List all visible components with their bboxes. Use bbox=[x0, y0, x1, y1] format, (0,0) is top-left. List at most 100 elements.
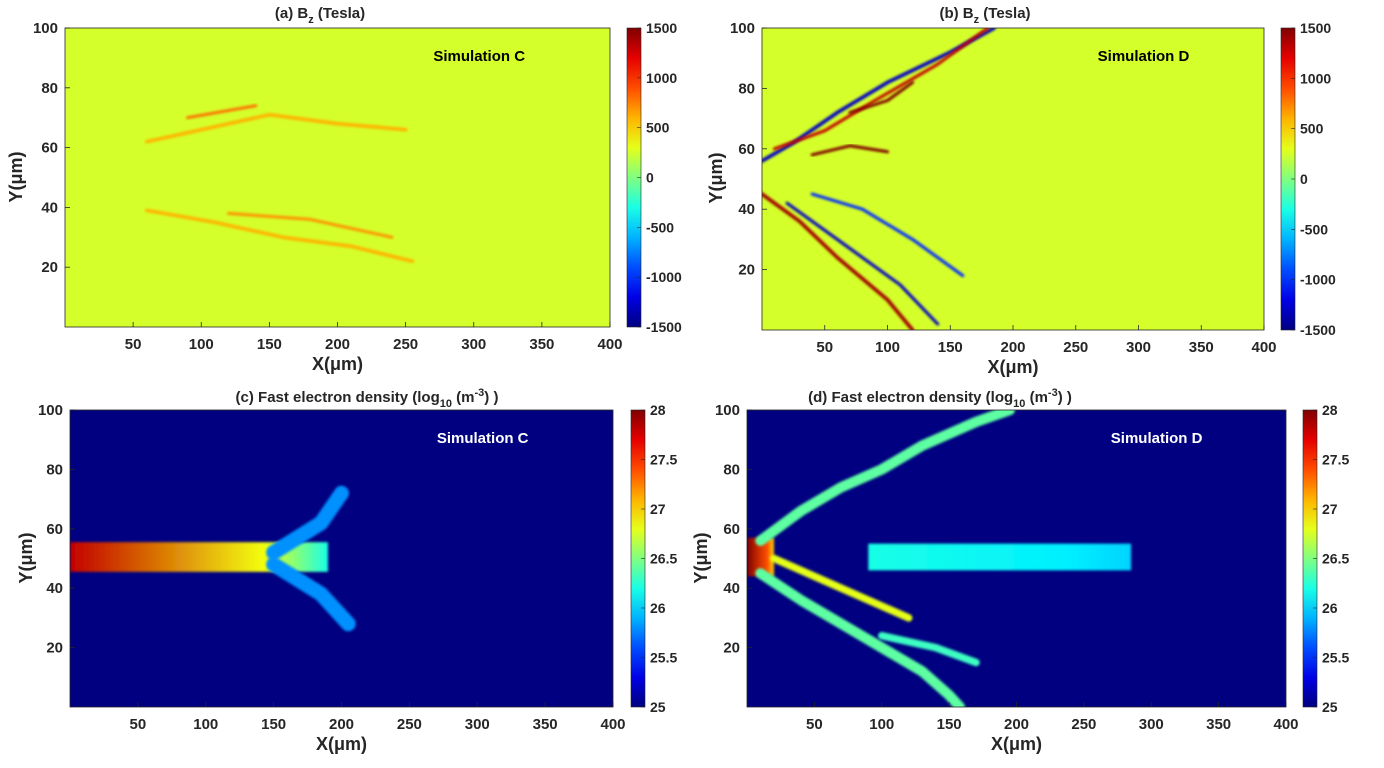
panel-title: (c) Fast electron density (log10 (m-3) ) bbox=[236, 387, 499, 410]
field-filament bbox=[772, 28, 990, 151]
x-tick-label: 250 bbox=[1063, 339, 1088, 356]
x-tick-label: 100 bbox=[875, 339, 900, 356]
colorbar-tick-label: -1500 bbox=[646, 319, 682, 335]
y-tick-label: 40 bbox=[41, 199, 58, 216]
panel-d: 50 100 150 200 250 300 350 400 20 40 60 80 100 X(μm) Y… bbox=[691, 387, 1349, 754]
y-tick-label: 40 bbox=[738, 201, 755, 218]
density-plume bbox=[266, 556, 356, 632]
colorbar-tick-label: 26 bbox=[650, 600, 666, 616]
colorbar-tick-label: 1500 bbox=[1300, 20, 1331, 36]
x-tick-label: 150 bbox=[261, 716, 286, 733]
colorbar-tick-label: -500 bbox=[1300, 221, 1328, 237]
x-tick-label: 350 bbox=[533, 716, 558, 733]
field-filament bbox=[848, 80, 915, 115]
colorbar-tick-label: -1500 bbox=[1300, 322, 1336, 338]
colorbar-tick-label: 1000 bbox=[646, 70, 677, 86]
x-tick-label: 50 bbox=[816, 339, 833, 356]
y-tick-label: 80 bbox=[46, 461, 63, 478]
x-tick-label: 150 bbox=[938, 339, 963, 356]
simulation-annotation: Simulation C bbox=[433, 48, 525, 65]
field-filament bbox=[810, 144, 890, 157]
y-tick-label: 40 bbox=[46, 580, 63, 597]
heatmap-field bbox=[747, 410, 1132, 707]
colorbar-tick-label: -1000 bbox=[1300, 272, 1336, 288]
x-axis-label: X(μm) bbox=[987, 357, 1038, 377]
x-axis-label: X(μm) bbox=[316, 734, 367, 754]
colorbar-tick-label: 27 bbox=[650, 501, 666, 517]
y-tick-label: 20 bbox=[738, 262, 755, 279]
x-tick-label: 300 bbox=[1139, 716, 1164, 733]
x-tick-label: 300 bbox=[465, 716, 490, 733]
field-filament bbox=[145, 208, 415, 263]
y-tick-label: 100 bbox=[715, 402, 740, 419]
y-axis-label: Y(μm) bbox=[6, 151, 26, 202]
colorbar-tick-label: 500 bbox=[646, 120, 670, 136]
x-tick-label: 50 bbox=[125, 336, 142, 353]
y-tick-label: 60 bbox=[738, 141, 755, 158]
panel-title: (b) Bz (Tesla) bbox=[939, 5, 1030, 26]
colorbar-tick-label: 25.5 bbox=[650, 650, 677, 666]
y-axis-label: Y(μm) bbox=[706, 152, 726, 203]
heatmap-background bbox=[65, 28, 610, 327]
y-tick-label: 100 bbox=[38, 402, 63, 419]
y-tick-label: 40 bbox=[723, 580, 740, 597]
heatmap-field bbox=[762, 28, 1264, 330]
colorbar-tick-label: 500 bbox=[1300, 121, 1324, 137]
y-axis-label: Y(μm) bbox=[691, 532, 711, 583]
field-filament bbox=[785, 201, 940, 326]
y-tick-label: 60 bbox=[46, 521, 63, 538]
simulation-annotation: Simulation D bbox=[1111, 430, 1203, 447]
x-tick-label: 150 bbox=[257, 336, 282, 353]
colorbar-tick-label: 27 bbox=[1322, 501, 1338, 517]
y-tick-label: 60 bbox=[41, 140, 58, 157]
y-tick-label: 20 bbox=[723, 640, 740, 657]
x-tick-label: 250 bbox=[397, 716, 422, 733]
field-filament bbox=[227, 211, 394, 239]
colorbar-tick-label: 25.5 bbox=[1322, 650, 1349, 666]
density-plume bbox=[770, 554, 913, 622]
field-filament bbox=[186, 104, 258, 120]
x-tick-label: 200 bbox=[1000, 339, 1025, 356]
field-filament bbox=[762, 192, 915, 330]
colorbar-tick-label: 26.5 bbox=[650, 551, 677, 567]
colorbar-tick-label: 26.5 bbox=[1322, 551, 1349, 567]
colorbar-tick-label: 0 bbox=[646, 170, 654, 186]
x-tick-label: 300 bbox=[1126, 339, 1151, 356]
x-tick-label: 100 bbox=[193, 716, 218, 733]
y-tick-label: 60 bbox=[723, 521, 740, 538]
x-tick-label: 100 bbox=[869, 716, 894, 733]
heatmap-field bbox=[65, 104, 415, 263]
colorbar-tick-label: 25 bbox=[1322, 699, 1338, 715]
colorbar-tick-label: 27.5 bbox=[650, 452, 677, 468]
colorbar-tick-label: 26 bbox=[1322, 600, 1338, 616]
panel-c: 50 100 150 200 250 300 350 400 20 40 60 80 100 X(μm) Y… bbox=[16, 387, 677, 754]
x-tick-label: 150 bbox=[937, 716, 962, 733]
density-plume bbox=[755, 568, 966, 707]
y-tick-label: 80 bbox=[738, 80, 755, 97]
simulation-annotation: Simulation C bbox=[437, 430, 529, 447]
x-tick-label: 200 bbox=[329, 716, 354, 733]
field-filament bbox=[810, 192, 965, 278]
x-tick-label: 350 bbox=[1189, 339, 1214, 356]
x-axis-label: X(μm) bbox=[991, 734, 1042, 754]
x-tick-label: 100 bbox=[189, 336, 214, 353]
panel-title: (a) Bz (Tesla) bbox=[275, 5, 365, 26]
panel-a: 50 100 150 200 250 300 350 400 20 40 60 80 100 X(μm) Y… bbox=[6, 5, 682, 374]
x-tick-label: 400 bbox=[1273, 716, 1298, 733]
colorbar-tick-label: -500 bbox=[646, 219, 674, 235]
x-tick-label: 50 bbox=[130, 716, 147, 733]
density-plume bbox=[755, 410, 1015, 546]
x-tick-label: 50 bbox=[806, 716, 823, 733]
colorbar-tick-label: 1000 bbox=[1300, 70, 1331, 86]
y-tick-label: 100 bbox=[730, 20, 755, 37]
heatmap-background bbox=[762, 28, 1264, 330]
colorbar-tick-label: 28 bbox=[650, 402, 666, 418]
density-beam bbox=[868, 543, 1132, 571]
x-tick-label: 200 bbox=[325, 336, 350, 353]
colorbar-tick-label: 27.5 bbox=[1322, 452, 1349, 468]
density-plume bbox=[878, 631, 980, 667]
y-tick-label: 20 bbox=[46, 640, 63, 657]
x-tick-label: 350 bbox=[1206, 716, 1231, 733]
panel-title: (d) Fast electron density (log10 (m-3) ) bbox=[808, 387, 1072, 410]
